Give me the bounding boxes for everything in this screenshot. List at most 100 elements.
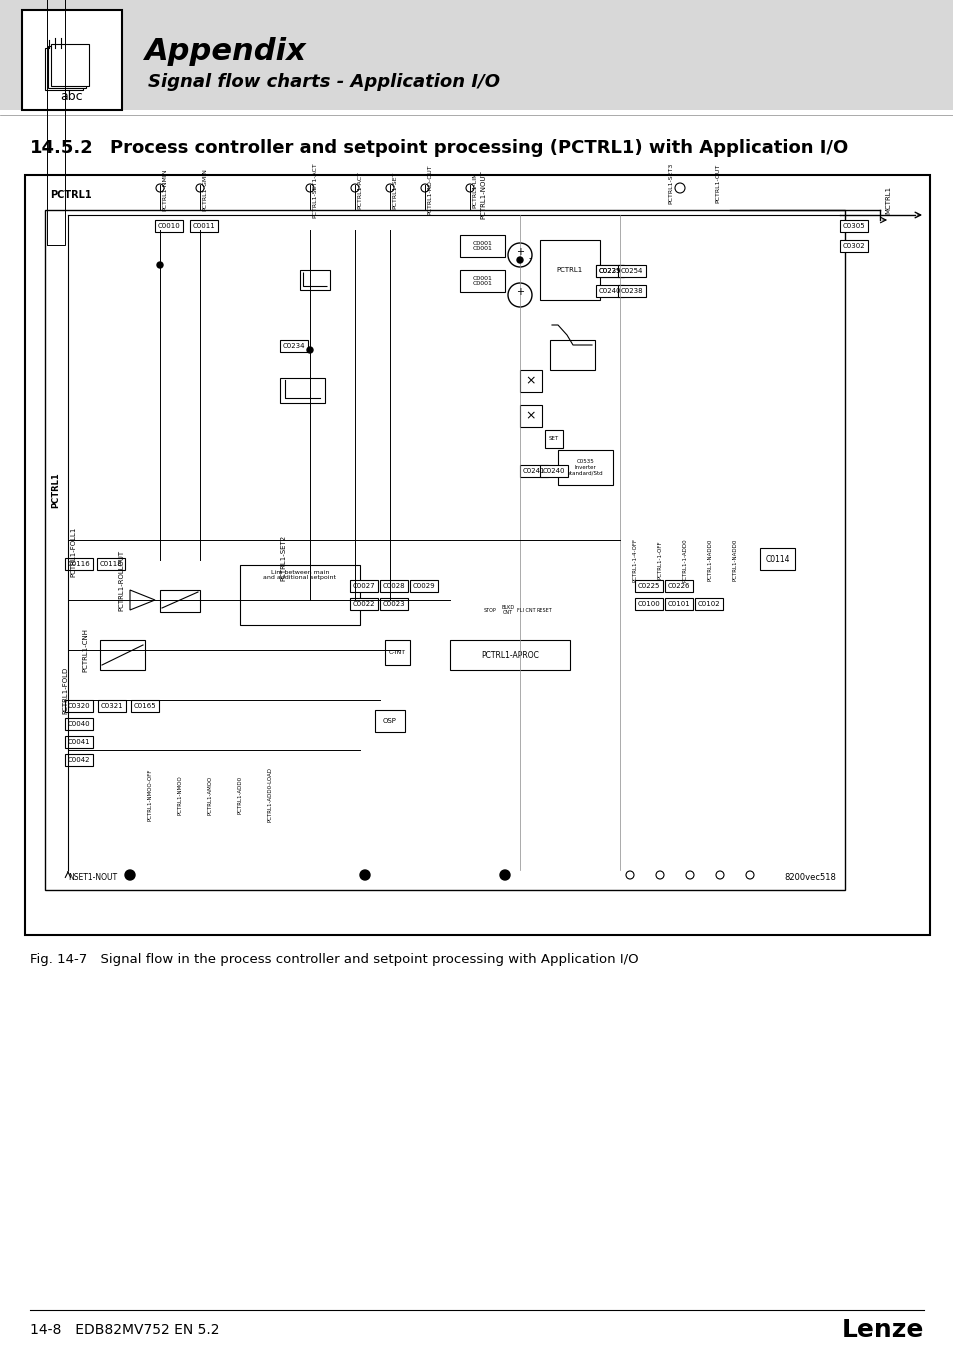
Bar [618,285,645,297]
Text: Fig. 14-7  Signal flow in the process controller and setpoint processing with Ap: Fig. 14-7 Signal flow in the process con… [30,953,638,967]
Bar [519,405,541,427]
Bar [618,265,645,277]
Text: C0321: C0321 [101,703,123,709]
Text: PCTRL1-NADD0: PCTRL1-NADD0 [707,539,712,582]
Bar [375,710,405,732]
Text: C0226: C0226 [667,583,690,589]
Circle shape [499,869,510,880]
Text: FLI CNT: FLI CNT [517,608,535,613]
Text: C0305: C0305 [841,223,864,230]
Bar [840,220,867,232]
Text: C0041: C0041 [68,738,91,745]
Polygon shape [130,590,154,610]
Text: C0042: C0042 [68,757,91,763]
Text: C0241: C0241 [522,468,545,474]
Bar [65,558,92,570]
Bar [48,46,86,88]
Text: C0028: C0028 [382,583,405,589]
Circle shape [157,262,163,269]
Text: C0022: C0022 [353,601,375,608]
Bar [280,378,325,404]
Bar [459,235,504,256]
Text: C0011: C0011 [193,223,215,230]
Bar [51,45,89,86]
Bar [22,9,122,109]
Text: PCTRL1-1-ADD0: PCTRL1-1-ADD0 [681,539,687,582]
Text: C0100: C0100 [637,601,659,608]
Bar [65,701,92,711]
Text: PCTRL1-SET2: PCTRL1-SET2 [280,535,286,580]
Text: PCTRL1-ROLLOUT: PCTRL1-ROLLOUT [118,549,124,610]
Bar [131,701,159,711]
Text: C0234: C0234 [282,343,305,350]
Bar [280,340,308,352]
Bar [635,580,662,593]
Bar [190,220,218,232]
Bar [664,580,692,593]
Circle shape [517,256,522,263]
Bar [519,370,541,392]
Text: C0240: C0240 [598,288,620,294]
Text: PCTRL1-CNH: PCTRL1-CNH [82,628,88,672]
Text: ×: × [525,374,536,387]
Bar [459,270,504,292]
Bar [45,211,844,890]
Circle shape [307,347,313,352]
Text: 14.5.2: 14.5.2 [30,139,93,157]
Bar [65,736,92,748]
Text: C0535
Inverter
standard/Std: C0535 Inverter standard/Std [567,459,602,475]
Text: SET: SET [548,436,558,441]
Bar [544,431,562,448]
Bar [379,598,408,610]
Text: C0320: C0320 [68,703,91,709]
Text: PCTRL1-OUT: PCTRL1-OUT [714,163,720,202]
Bar [350,598,377,610]
Bar [760,548,794,570]
Text: PCTRL1-SET: PCTRL1-SET [392,171,396,209]
Text: PCTRL1-1-OFF: PCTRL1-1-OFF [657,541,661,579]
Text: Appendix: Appendix [145,38,307,66]
Bar [98,701,126,711]
Bar [596,265,623,277]
Bar [65,718,92,730]
Bar [350,580,377,593]
Text: OSP: OSP [383,718,396,724]
Text: PCTRL1-APROC: PCTRL1-APROC [480,651,538,660]
Text: C0239: C0239 [598,269,620,274]
Text: PCTRL1-NMOO: PCTRL1-NMOO [177,775,182,815]
Text: PCTRL1-NOUT: PCTRL1-NOUT [479,170,485,220]
Bar [100,640,145,670]
Text: PCTRL1-FOLD: PCTRL1-FOLD [62,667,68,714]
Text: STOP: STOP [483,608,496,613]
Bar [664,598,692,610]
Text: C0254: C0254 [620,269,642,274]
Text: Signal flow charts - Application I/O: Signal flow charts - Application I/O [148,73,499,90]
Text: PCTRL1-SET3: PCTRL1-SET3 [667,162,672,204]
Text: C0023: C0023 [382,601,405,608]
Text: BLKD
CNT: BLKD CNT [501,605,514,616]
Text: PCTRL1-NMOO-OFF: PCTRL1-NMOO-OFF [148,768,152,821]
Bar [25,176,929,936]
Bar [154,220,183,232]
Text: abc: abc [61,90,83,104]
Text: 14-8 EDB82MV752 EN 5.2: 14-8 EDB82MV752 EN 5.2 [30,1323,219,1336]
Bar [635,598,662,610]
Bar [65,755,92,765]
Text: Process controller and setpoint processing (PCTRL1) with Application I/O: Process controller and setpoint processi… [110,139,847,157]
Bar [0,0,953,109]
Bar [160,590,200,612]
Bar [596,285,623,297]
Bar [840,240,867,252]
Text: C0010: C0010 [157,223,180,230]
Bar [558,450,613,485]
Text: C0101: C0101 [667,601,690,608]
Text: PCTRL1-NADD0: PCTRL1-NADD0 [732,539,737,582]
Text: C0114: C0114 [764,555,789,563]
Text: MCTRL1: MCTRL1 [884,186,890,215]
Text: C0116: C0116 [68,562,91,567]
Text: +: + [516,247,523,256]
Text: C0029: C0029 [413,583,435,589]
Text: NSET1-NOUT: NSET1-NOUT [68,873,117,883]
Text: C0001
C0001: C0001 C0001 [472,240,492,251]
Circle shape [125,869,135,880]
